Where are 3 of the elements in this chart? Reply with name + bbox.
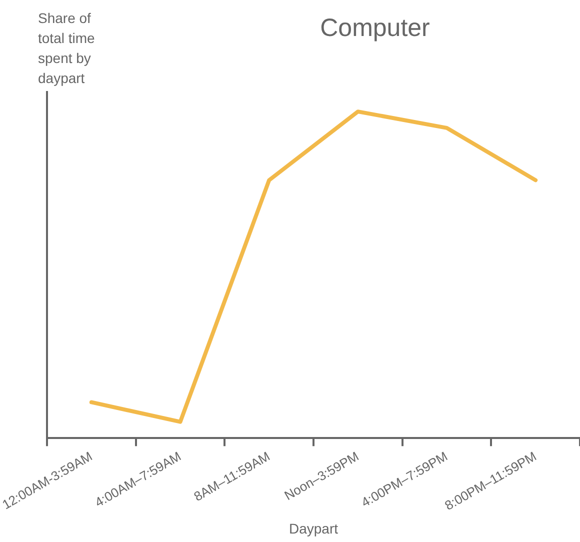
chart-title: Computer [319, 14, 431, 43]
x-axis-title: Daypart [289, 520, 338, 536]
y-axis-title: Share of total time spent by daypart [38, 9, 96, 88]
